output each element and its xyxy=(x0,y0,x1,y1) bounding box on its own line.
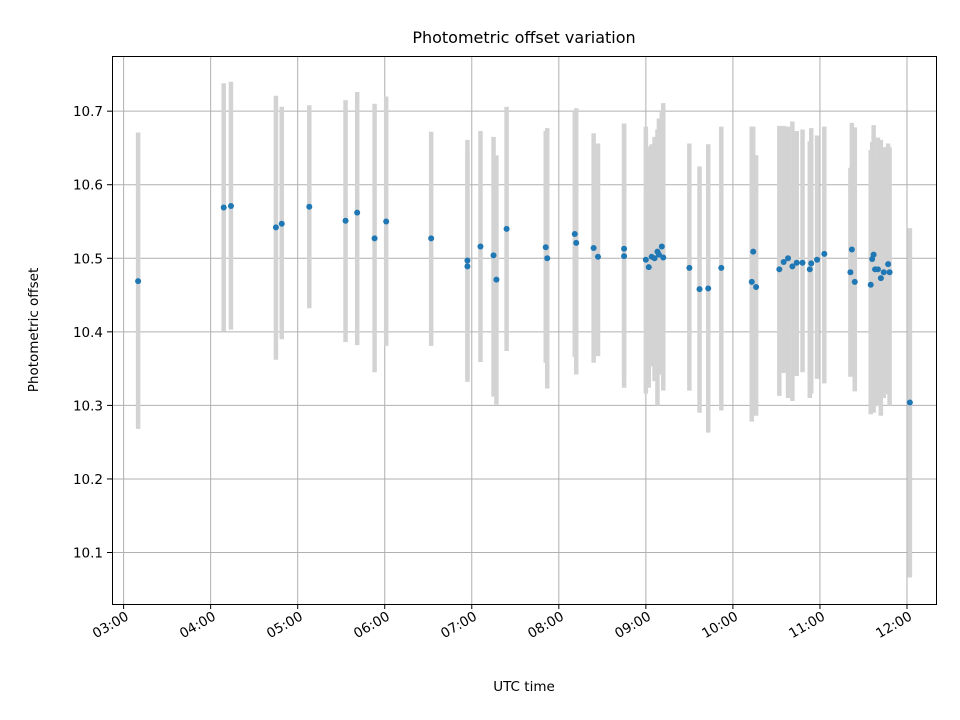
data-point xyxy=(371,235,378,242)
x-tick-label: 12:00 xyxy=(873,609,915,642)
data-point xyxy=(306,203,313,210)
x-tick-label: 05:00 xyxy=(264,609,306,642)
y-tick-label: 10.7 xyxy=(73,104,103,120)
y-axis-ticks: 10.1 10.2 10.3 10.4 10.5 10.6 10.7 xyxy=(73,104,112,562)
data-point xyxy=(696,286,703,293)
data-point xyxy=(544,255,551,262)
y-tick-label: 10.6 xyxy=(73,178,103,194)
data-point xyxy=(808,260,815,267)
x-tick-label: 11:00 xyxy=(786,609,828,642)
data-point xyxy=(847,269,854,276)
data-point xyxy=(542,244,549,251)
data-point xyxy=(867,281,874,288)
data-point xyxy=(789,263,796,270)
data-point xyxy=(227,203,234,210)
data-point xyxy=(645,264,652,271)
data-point xyxy=(814,256,821,263)
data-point xyxy=(821,250,828,257)
data-point xyxy=(705,285,712,292)
x-tick-label: 04:00 xyxy=(177,609,219,642)
data-point xyxy=(780,258,787,265)
data-point xyxy=(135,278,142,285)
data-point xyxy=(590,244,597,251)
data-point xyxy=(686,264,693,271)
data-point xyxy=(278,220,285,227)
data-point xyxy=(874,266,881,273)
data-point xyxy=(272,224,279,231)
y-axis-label: Photometric offset xyxy=(26,268,42,392)
data-point xyxy=(877,275,884,282)
data-point xyxy=(571,231,578,238)
data-point xyxy=(848,246,855,253)
data-point xyxy=(594,253,601,260)
error-bars xyxy=(135,81,913,578)
data-point xyxy=(750,248,757,255)
data-point xyxy=(886,269,893,276)
data-point xyxy=(793,259,800,266)
data-point xyxy=(880,269,887,276)
data-points xyxy=(135,203,913,406)
data-point xyxy=(870,251,877,258)
data-point xyxy=(718,264,725,271)
data-point xyxy=(464,257,471,264)
data-point xyxy=(785,255,792,262)
data-point xyxy=(477,243,484,250)
data-point xyxy=(642,256,649,263)
data-point xyxy=(383,218,390,225)
data-point xyxy=(776,266,783,273)
y-tick-label: 10.1 xyxy=(73,546,103,562)
data-point xyxy=(354,209,361,216)
data-point xyxy=(660,254,667,261)
data-point xyxy=(885,261,892,268)
x-axis-label: UTC time xyxy=(493,679,555,695)
data-point xyxy=(342,217,349,224)
data-point xyxy=(658,243,665,250)
x-tick-label: 07:00 xyxy=(438,609,480,642)
data-point xyxy=(464,263,471,270)
data-point xyxy=(651,255,658,262)
data-point xyxy=(621,245,628,252)
x-tick-label: 03:00 xyxy=(90,609,132,642)
data-point xyxy=(655,251,662,258)
x-tick-label: 08:00 xyxy=(525,609,567,642)
data-point xyxy=(806,266,813,273)
chart-title: Photometric offset variation xyxy=(412,28,635,47)
y-tick-label: 10.5 xyxy=(73,251,103,267)
data-point xyxy=(851,278,858,285)
plot-frame xyxy=(112,56,937,605)
data-point xyxy=(621,253,628,260)
y-tick-label: 10.4 xyxy=(73,325,103,341)
data-point xyxy=(748,278,755,285)
y-tick-label: 10.3 xyxy=(73,398,103,414)
x-tick-label: 09:00 xyxy=(612,609,654,642)
data-point xyxy=(490,252,497,259)
data-point xyxy=(220,204,227,211)
data-point xyxy=(503,225,510,232)
data-point xyxy=(799,259,806,266)
data-point xyxy=(428,235,435,242)
data-point xyxy=(493,276,500,283)
x-tick-label: 06:00 xyxy=(351,609,393,642)
data-point xyxy=(753,283,760,290)
y-tick-label: 10.2 xyxy=(73,472,103,488)
data-point xyxy=(573,239,580,246)
x-tick-label: 10:00 xyxy=(699,609,741,642)
x-axis-ticks: 03:00 04:00 05:00 06:00 07:00 08:00 09:00 10:00… xyxy=(90,604,915,642)
data-point xyxy=(906,399,913,406)
